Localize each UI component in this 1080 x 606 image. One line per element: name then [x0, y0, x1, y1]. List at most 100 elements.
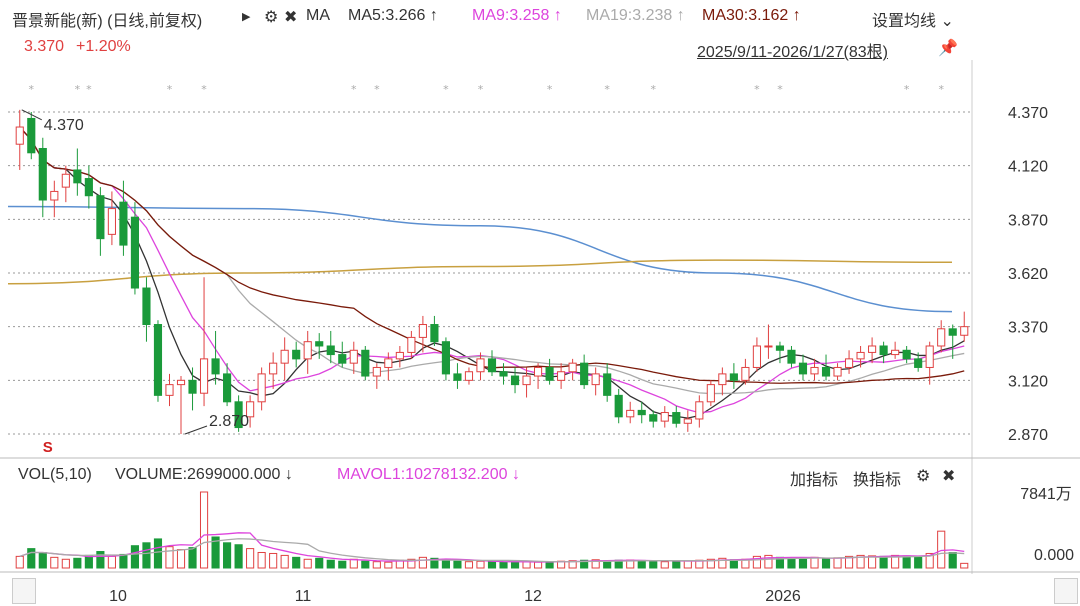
candle-body	[591, 373, 600, 386]
candle-body	[395, 351, 404, 360]
volume-bar	[84, 554, 93, 569]
candle-body	[833, 366, 842, 377]
candle-body	[107, 208, 116, 235]
candle-body	[407, 336, 416, 353]
volume-bar	[948, 551, 957, 569]
volume-bar	[718, 557, 727, 569]
high-price-label: 4.370	[44, 117, 84, 134]
volume-bar	[211, 536, 220, 569]
scroll-right-button[interactable]	[1054, 578, 1078, 604]
candle-body	[430, 324, 439, 343]
gear-icon[interactable]: ⚙	[916, 468, 931, 485]
play-icon[interactable]: ▶	[242, 11, 251, 23]
candle-body	[868, 345, 877, 353]
candle-body	[960, 326, 969, 336]
candle-body	[223, 373, 232, 403]
volume-bar	[130, 545, 140, 569]
volume-bar	[15, 555, 24, 569]
candle-body	[361, 349, 370, 377]
candle-body	[856, 351, 865, 360]
candle-body	[637, 409, 646, 416]
chart-header: 晋景新能(新) (日线,前复权) ▶ ⚙ ✖ MA MA5:3.266 ↑ MA…	[0, 0, 1080, 34]
candle-body	[729, 373, 738, 381]
event-marker-icon: *	[167, 83, 173, 96]
candle-body	[510, 375, 520, 386]
candle-body	[96, 195, 105, 240]
volume-bar	[257, 551, 266, 569]
volume-bar	[683, 560, 692, 569]
volume-bar	[441, 559, 450, 569]
candle-body	[246, 401, 255, 418]
add-indicator-button[interactable]: 加指标	[790, 472, 839, 489]
volume-bar	[672, 560, 681, 569]
close-icon[interactable]: ✖	[942, 468, 956, 485]
ma30-value: MA30:3.162 ↑	[702, 7, 801, 24]
volume-bar	[868, 555, 877, 569]
volume-bar	[27, 548, 36, 569]
volume-bar	[787, 557, 796, 569]
volume-bar	[338, 560, 347, 569]
volume-bar	[418, 556, 427, 569]
candle-body	[84, 178, 93, 197]
candle-body	[464, 371, 474, 381]
candle-body	[798, 362, 808, 375]
switch-indicator-button[interactable]: 换指标	[853, 472, 902, 489]
candle-body	[614, 394, 623, 418]
time-axis-label: 12	[524, 588, 542, 605]
candle-body	[153, 324, 163, 396]
scroll-left-button[interactable]	[12, 578, 36, 604]
volume-bar	[153, 538, 163, 569]
volume-bar	[315, 557, 324, 569]
candle-body	[453, 373, 462, 381]
low-marker-arrow	[184, 425, 208, 435]
volume-bar	[384, 561, 393, 569]
volume-bar	[119, 553, 128, 569]
event-marker-icon: *	[651, 83, 657, 96]
volume-bar	[580, 559, 589, 569]
candle-body	[902, 349, 911, 360]
candle-body	[534, 366, 543, 377]
volume-bar	[487, 561, 497, 569]
candle-body	[142, 287, 151, 326]
current-price: 3.370	[24, 38, 65, 55]
event-marker-icon: *	[904, 83, 910, 96]
ma-long-line-gold	[7, 259, 953, 285]
candle-body	[522, 375, 531, 386]
volume-bar	[821, 557, 831, 569]
volume-value: VOLUME:2699000.000 ↓	[115, 466, 293, 483]
candle-body	[280, 349, 289, 364]
set-ma-button[interactable]: 设置均线 ⌄	[872, 13, 954, 30]
candle-body	[557, 371, 566, 381]
volume-bar	[603, 560, 612, 569]
candle-body	[706, 384, 715, 403]
sell-signal-label: S	[43, 439, 53, 456]
volume-bar	[234, 544, 243, 569]
gear-icon[interactable]: ⚙	[264, 9, 279, 26]
pin-icon[interactable]: 📌	[938, 40, 958, 57]
mavol10-line	[19, 538, 965, 563]
candle-body	[38, 147, 47, 201]
volume-bar	[96, 551, 105, 569]
volume-bar	[591, 559, 600, 569]
event-marker-icon: *	[201, 83, 207, 96]
stock-title: 晋景新能(新) (日线,前复权)	[12, 13, 203, 30]
event-marker-icon: *	[374, 83, 380, 96]
volume-bar	[764, 554, 773, 569]
date-range[interactable]: 2025/9/11-2026/1/27(83根)	[697, 44, 888, 61]
volume-bar	[38, 551, 47, 569]
candle-body	[418, 324, 427, 338]
close-icon[interactable]: ✖	[284, 9, 298, 26]
candle-body	[211, 358, 220, 375]
candle-body	[741, 366, 750, 381]
ma9-value: MA9:3.258 ↑	[472, 7, 562, 24]
event-marker-icon: *	[547, 83, 553, 96]
candle-body	[372, 366, 381, 377]
event-marker-icon: *	[478, 83, 484, 96]
candle-body	[315, 341, 324, 347]
event-marker-icon: *	[86, 83, 92, 96]
candle-body	[649, 414, 658, 422]
candle-body	[810, 366, 819, 375]
volume-bar	[902, 555, 911, 569]
candle-body	[580, 362, 589, 386]
